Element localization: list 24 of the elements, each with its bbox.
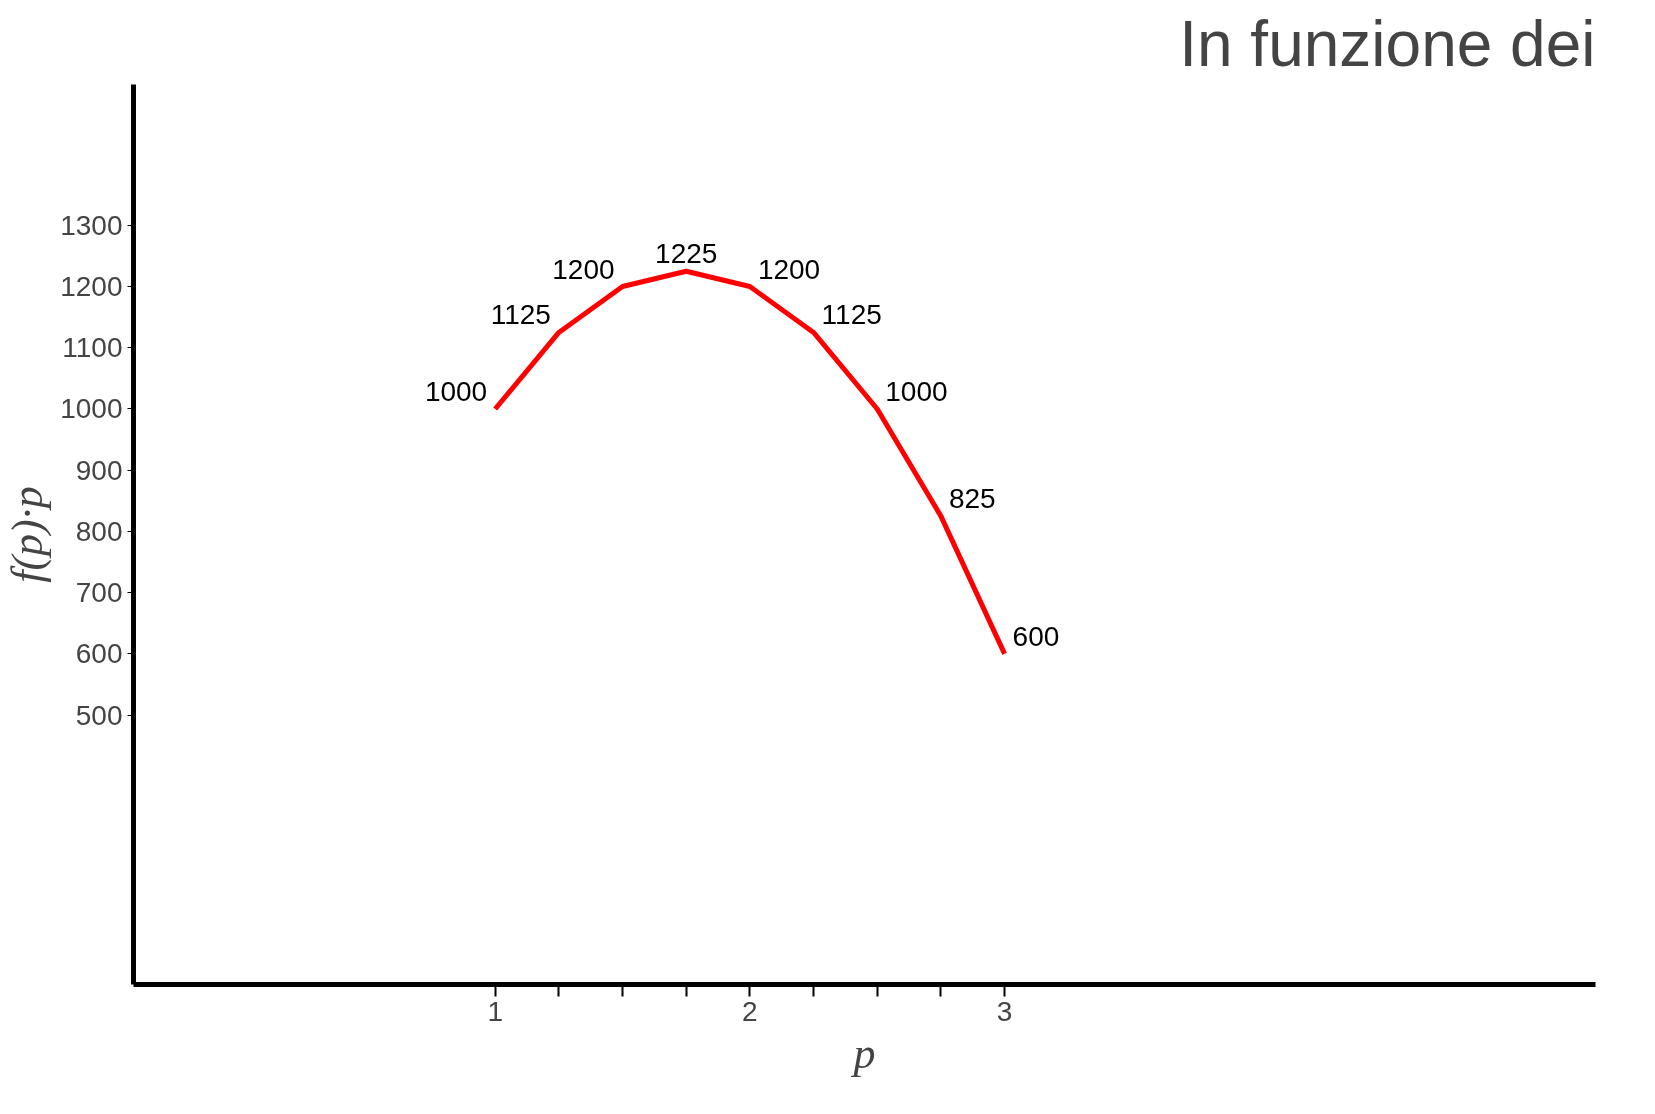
y-tick-label: 500	[75, 699, 123, 731]
data-label: 1125	[821, 299, 882, 331]
data-label: 1200	[552, 253, 615, 285]
x-tick-label: 3	[996, 995, 1013, 1027]
data-label: 1225	[655, 238, 718, 270]
y-axis-title: f(p)·p	[3, 486, 53, 583]
y-tick-label: 800	[75, 515, 123, 547]
y-tick-label: 700	[75, 577, 123, 609]
y-tick-label: 600	[75, 638, 123, 670]
data-label: 1200	[757, 253, 821, 285]
data-label: 600	[1012, 620, 1060, 652]
data-label: 1000	[885, 375, 948, 407]
x-tick-label: 1	[487, 995, 503, 1027]
y-tick-label: 1300	[60, 209, 123, 241]
data-label: 825	[948, 483, 996, 515]
y-tick-label: 900	[75, 454, 123, 486]
y-tick-label: 1100	[62, 332, 123, 364]
y-tick-label: 1000	[60, 393, 123, 425]
y-tick-label: 1200	[60, 271, 123, 303]
x-tick-label: 2	[742, 995, 758, 1027]
chart-title: In funzione dei	[1179, 7, 1596, 80]
data-label: 1000	[424, 375, 488, 407]
data-label: 1125	[490, 299, 551, 331]
x-axis-title: p	[850, 1028, 876, 1078]
